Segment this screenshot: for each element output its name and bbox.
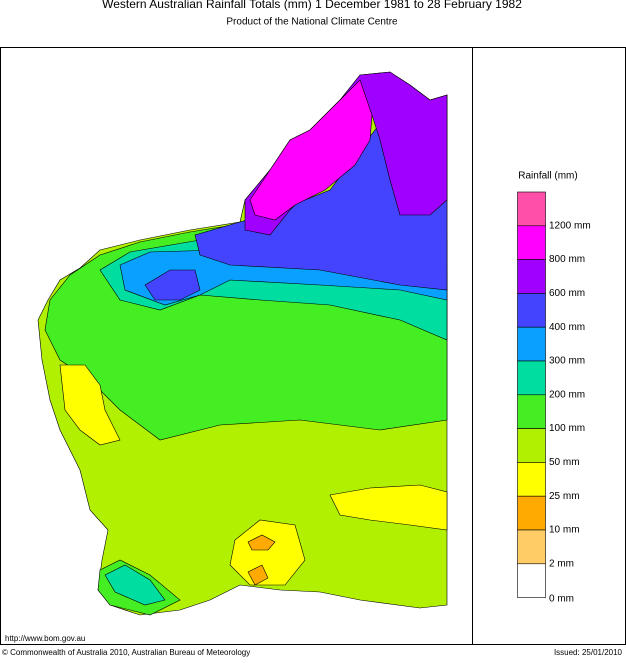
- zone-50-west: [59, 364, 121, 446]
- legend-label: 200 mm: [549, 389, 585, 400]
- footer-issued: Issued: 25/01/2010: [554, 648, 623, 657]
- legend-swatch: [517, 529, 546, 565]
- legend-swatch: [517, 360, 546, 396]
- legend: 1200 mm 800 mm 600 mm 400 mm 300 mm 200 mm 100…: [517, 191, 591, 598]
- legend-label: 400 mm: [549, 322, 585, 333]
- legend-label: 2 mm: [549, 558, 574, 569]
- legend-label: 100 mm: [549, 423, 585, 434]
- legend-swatch: [517, 225, 546, 260]
- legend-swatch: [517, 293, 546, 328]
- footer-url: http://www.bom.gov.au: [5, 634, 85, 643]
- zone-25-a: [247, 534, 276, 551]
- legend-label: 25 mm: [549, 491, 580, 502]
- zone-50-east: [329, 484, 448, 531]
- footer-copyright: © Commonwealth of Australia 2010, Austra…: [2, 648, 250, 657]
- map: [37, 71, 448, 616]
- zone-50-south: [229, 519, 306, 586]
- legend-swatch: [517, 495, 546, 531]
- legend-label: 600 mm: [549, 288, 585, 299]
- subtitle: Product of the National Climate Centre: [226, 17, 398, 28]
- zone-300-south: [104, 564, 166, 606]
- legend-label: 300 mm: [549, 356, 585, 367]
- legend-swatch: [517, 259, 546, 294]
- zone-600-inner: [144, 269, 201, 301]
- legend-label: 10 mm: [549, 525, 580, 536]
- zone-25-b: [247, 564, 269, 586]
- legend-label: 800 mm: [549, 254, 585, 265]
- legend-swatch: [517, 563, 546, 598]
- legend-swatch: [517, 394, 546, 429]
- legend-swatch: [517, 428, 546, 463]
- legend-swatch: [517, 326, 546, 362]
- legend-label: 50 mm: [549, 457, 580, 468]
- legend-swatch: [517, 462, 546, 497]
- legend-label: 0 mm: [549, 594, 574, 605]
- zone-1200: [249, 79, 373, 221]
- legend-label: 1200 mm: [549, 220, 591, 231]
- legend-swatch: [517, 191, 546, 227]
- title: Western Australian Rainfall Totals (mm) …: [102, 0, 522, 11]
- legend-title: Rainfall (mm): [518, 171, 577, 182]
